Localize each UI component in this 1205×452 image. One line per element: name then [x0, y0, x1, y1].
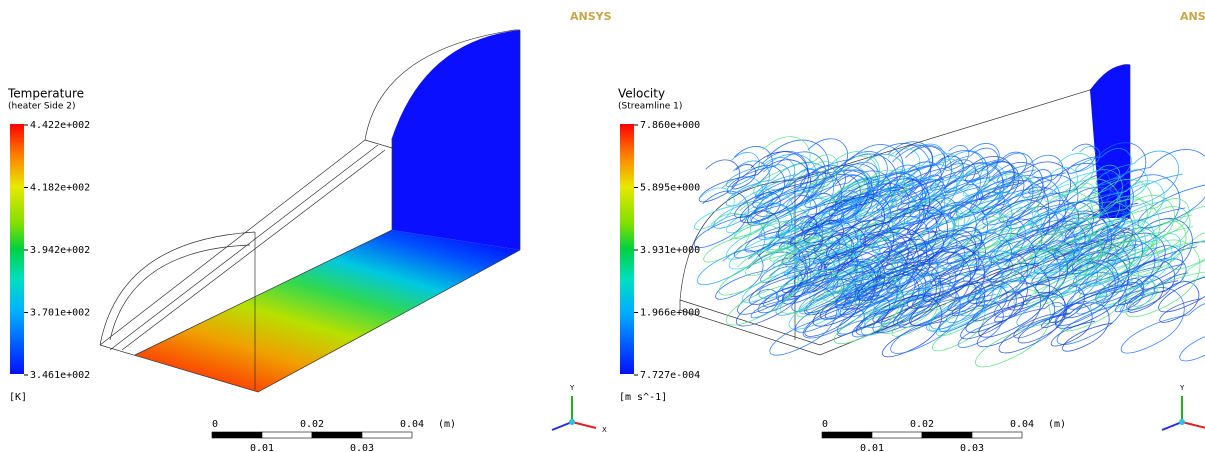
legend-title: Temperature — [7, 87, 84, 101]
legend-subtitle: (heater Side 2) — [8, 102, 75, 112]
scale-label: 0.04 — [400, 419, 424, 430]
colorbar-label: 1.966e+000 — [640, 308, 700, 319]
scale-unit: (m) — [1048, 419, 1066, 430]
colorbar-label: 5.895e+000 — [640, 183, 700, 194]
colorbar-label: 3.942e+002 — [30, 245, 90, 256]
legend-title: Velocity — [618, 87, 665, 101]
scale-segment — [362, 432, 412, 438]
colorbar — [10, 124, 24, 374]
scale-label: 0 — [212, 419, 218, 430]
scale-label: 0.03 — [350, 443, 374, 452]
scale-segment — [212, 432, 262, 438]
axis-label: Y — [1179, 384, 1185, 392]
scale-label: 0 — [822, 419, 828, 430]
scale-segment — [312, 432, 362, 438]
screenshot: ANSYS Temperature(heater Side 2) 4.422e+00… — [0, 0, 1205, 452]
scale-segment — [262, 432, 312, 438]
legend-unit: [K] — [9, 392, 27, 403]
axis-z — [552, 422, 572, 430]
colorbar-label: 4.182e+002 — [30, 183, 90, 194]
scale-unit: (m) — [438, 419, 456, 430]
axis-origin — [1179, 419, 1185, 425]
axis-x — [1182, 422, 1205, 428]
scale-segment — [822, 432, 872, 438]
scale-segment — [922, 432, 972, 438]
colorbar-label: 7.860e+000 — [640, 120, 700, 131]
scale-label: 0.02 — [910, 419, 934, 430]
legend-unit: [m s^-1] — [619, 392, 667, 403]
scale-segment — [972, 432, 1022, 438]
streamline — [963, 143, 1066, 197]
colorbar-label: 7.727e-004 — [640, 370, 700, 381]
logo: ANSYS — [1180, 10, 1205, 23]
axis-label: Y — [569, 384, 575, 392]
scale-segment — [872, 432, 922, 438]
scale-label: 0.02 — [300, 419, 324, 430]
panel: ANSYS Temperature(heater Side 2) 4.422e+00… — [7, 10, 612, 452]
scale-label: 0.04 — [1010, 419, 1034, 430]
axis-origin — [569, 419, 575, 425]
logo: ANSYS — [570, 10, 612, 23]
axis-label: X — [602, 426, 607, 434]
colorbar — [620, 124, 634, 374]
temperature-geometry — [100, 30, 520, 392]
colorbar-label: 3.461e+002 — [30, 370, 90, 381]
scale-label: 0.01 — [250, 443, 274, 452]
axis-x — [572, 422, 596, 428]
axis-z — [1162, 422, 1182, 430]
legend-subtitle: (Streamline 1) — [618, 102, 682, 112]
colorbar-label: 3.931e+000 — [640, 245, 700, 256]
colorbar-label: 3.701e+002 — [30, 308, 90, 319]
scale-label: 0.03 — [960, 443, 984, 452]
colorbar-label: 4.422e+002 — [30, 120, 90, 131]
scale-label: 0.01 — [860, 443, 884, 452]
